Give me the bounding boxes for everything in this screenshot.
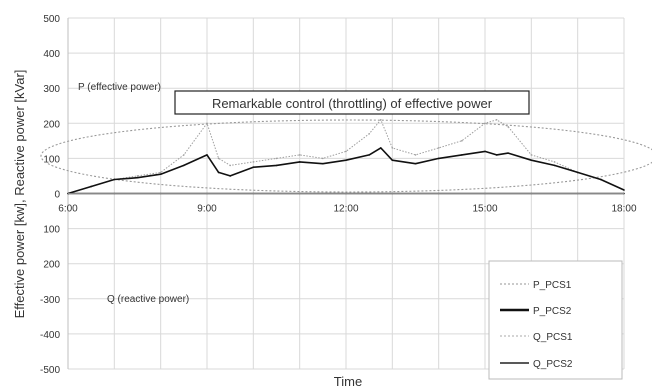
y-tick-label: 0 <box>54 190 60 201</box>
y-tick-label: 100 <box>43 225 60 236</box>
data-point-p-pcs2 <box>229 175 231 177</box>
x-tick-label: 18:00 <box>611 204 636 215</box>
data-point-p-pcs1 <box>217 157 220 160</box>
x-tick-label: 6:00 <box>58 204 78 215</box>
q-annotation: Q (reactive power) <box>107 294 189 305</box>
data-point-p-pcs1 <box>345 150 347 153</box>
data-point-p-pcs1 <box>298 154 301 156</box>
data-point-p-pcs2 <box>495 154 498 156</box>
data-point-p-pcs2 <box>576 171 579 174</box>
series-line-p-pcs2 <box>67 147 625 195</box>
data-point-p-pcs1 <box>275 157 278 160</box>
data-point-p-pcs2 <box>322 162 324 165</box>
data-point-p-pcs2 <box>90 185 92 188</box>
data-point-p-pcs2 <box>159 173 162 175</box>
y-tick-label: 500 <box>43 14 60 25</box>
data-point-p-pcs2 <box>437 157 440 160</box>
data-point-p-pcs2 <box>298 161 301 163</box>
y-tick-label: 100 <box>43 154 60 165</box>
data-point-p-pcs1 <box>530 154 533 156</box>
data-point-p-pcs1 <box>159 171 162 174</box>
highlight-ellipse <box>40 119 652 193</box>
x-tick-label: 9:00 <box>197 204 217 215</box>
data-point-p-pcs1 <box>391 147 394 149</box>
data-point-p-pcs1 <box>252 161 255 163</box>
data-point-p-pcs2 <box>553 164 556 167</box>
data-point-p-pcs1 <box>495 118 498 121</box>
data-point-p-pcs2 <box>345 159 347 161</box>
data-point-p-pcs1 <box>206 122 208 125</box>
callout-box: Remarkable control (throttling) of effec… <box>174 90 530 115</box>
data-point-p-pcs1 <box>322 157 324 160</box>
y-axis-label: Effective power [kw], Reactive power [kV… <box>12 70 27 319</box>
y-tick-label: 400 <box>43 49 60 60</box>
data-point-p-pcs2 <box>252 166 255 168</box>
legend-label-q-pcs1: Q_PCS1 <box>533 332 573 343</box>
y-tick-label: 300 <box>43 84 60 95</box>
legend-label-p-pcs1: P_PCS1 <box>533 280 572 291</box>
legend-label-p-pcs2: P_PCS2 <box>533 306 572 317</box>
data-point-p-pcs1 <box>368 133 370 135</box>
data-point-p-pcs2 <box>183 164 185 167</box>
y-tick-label: -500 <box>40 365 60 376</box>
data-point-p-pcs2 <box>391 159 394 161</box>
data-point-p-pcs2 <box>113 178 116 181</box>
highlight-ellipse-layer <box>40 119 652 193</box>
data-point-p-pcs2 <box>623 189 625 191</box>
data-point-p-pcs2 <box>507 152 509 154</box>
y-tick-label: -300 <box>40 295 60 306</box>
data-point-p-pcs1 <box>229 164 231 167</box>
data-point-p-pcs2 <box>484 150 486 153</box>
data-point-p-pcs1 <box>414 154 417 156</box>
y-tick-label: 200 <box>43 260 60 271</box>
data-point-p-pcs2 <box>275 164 278 167</box>
legend: P_PCS1 P_PCS2 Q_PCS1 Q_PCS2 <box>488 260 623 380</box>
data-point-p-pcs2 <box>368 154 370 156</box>
data-point-p-pcs1 <box>553 161 556 163</box>
data-point-p-pcs2 <box>461 154 463 156</box>
data-point-p-pcs2 <box>379 147 382 149</box>
data-point-p-pcs1 <box>484 122 486 125</box>
p-annotation: P (effective power) <box>78 82 161 93</box>
data-point-p-pcs1 <box>461 140 463 142</box>
data-point-p-pcs1 <box>437 147 440 149</box>
x-tick-label: 12:00 <box>333 204 358 215</box>
x-axis-label: Time <box>334 374 362 389</box>
data-point-p-pcs2 <box>217 171 220 174</box>
y-tick-label: 200 <box>43 119 60 130</box>
data-point-p-pcs2 <box>530 159 533 161</box>
legend-label-q-pcs2: Q_PCS2 <box>533 359 573 370</box>
data-point-p-pcs2 <box>206 154 208 156</box>
x-tick-label: 15:00 <box>472 204 497 215</box>
series-line-p-pcs1 <box>67 119 625 194</box>
data-point-p-pcs1 <box>183 154 185 156</box>
callout-text: Remarkable control (throttling) of effec… <box>212 96 493 111</box>
data-point-p-pcs1 <box>507 126 509 128</box>
data-point-p-pcs2 <box>600 178 602 181</box>
axis-layer: 6:00 9:00 12:00 15:00 18:00 <box>58 193 637 215</box>
data-point-p-pcs2 <box>414 162 417 165</box>
data-point-p-pcs2 <box>136 176 139 179</box>
data-point-p-pcs1 <box>379 118 382 121</box>
data-point-p-pcs1 <box>136 175 139 177</box>
y-tick-label: -400 <box>40 330 60 341</box>
